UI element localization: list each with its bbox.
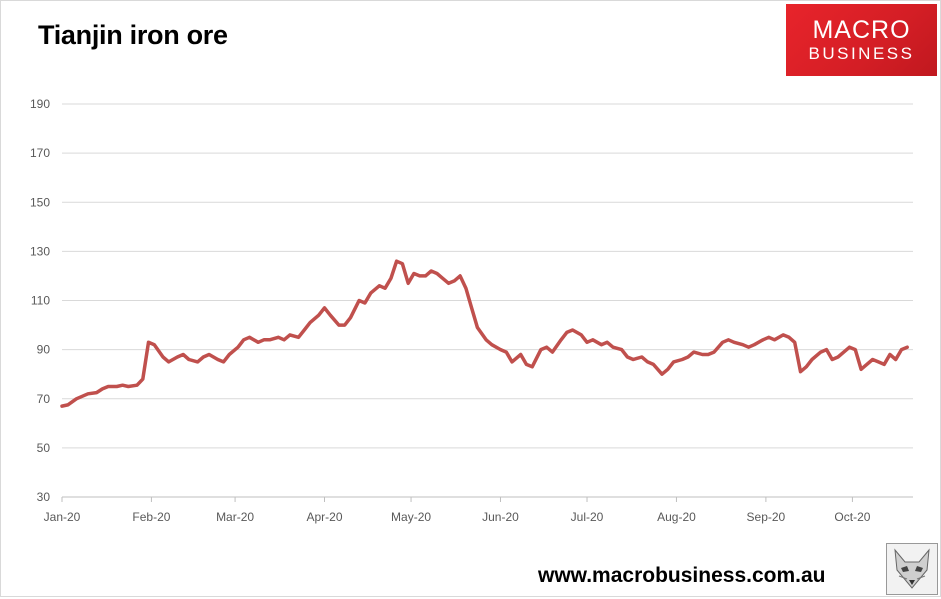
y-tick-label: 30 (37, 490, 51, 504)
y-tick-label: 50 (37, 441, 51, 455)
x-tick-label: Jul-20 (571, 510, 604, 524)
x-tick-label: Feb-20 (132, 510, 170, 524)
gridlines (62, 103, 913, 449)
x-tick-label: May-20 (391, 510, 431, 524)
y-tick-label: 70 (37, 392, 51, 406)
website-url: www.macrobusiness.com.au (538, 564, 826, 587)
logo-line-2: BUSINESS (808, 44, 915, 63)
y-tick-label: 130 (30, 244, 50, 258)
y-tick-label: 110 (31, 294, 50, 308)
series-layer (60, 259, 909, 408)
y-tick-label: 190 (30, 97, 50, 111)
x-tick-label: Jun-20 (482, 510, 519, 524)
chart-title: Tianjin iron ore (38, 20, 228, 50)
macrobusiness-logo: MACRO BUSINESS (786, 4, 937, 76)
series-line-0 (60, 259, 909, 408)
x-tick-label: Apr-20 (306, 510, 342, 524)
x-tick-label: Jan-20 (44, 510, 81, 524)
y-tick-label: 150 (30, 195, 50, 209)
logo-line-1: MACRO (812, 16, 911, 44)
y-tick-label: 170 (30, 146, 50, 160)
x-tick-label: Mar-20 (216, 510, 254, 524)
x-tick-label: Aug-20 (657, 510, 696, 524)
axes: 30 50 70 90 110 130 150 170 190 Jan-20 Feb-20 Mar-2… (30, 97, 913, 524)
x-tick-label: Oct-20 (834, 510, 870, 524)
x-tick-label: Sep-20 (747, 510, 786, 524)
fox-icon (886, 543, 938, 595)
y-tick-label: 90 (37, 343, 51, 357)
